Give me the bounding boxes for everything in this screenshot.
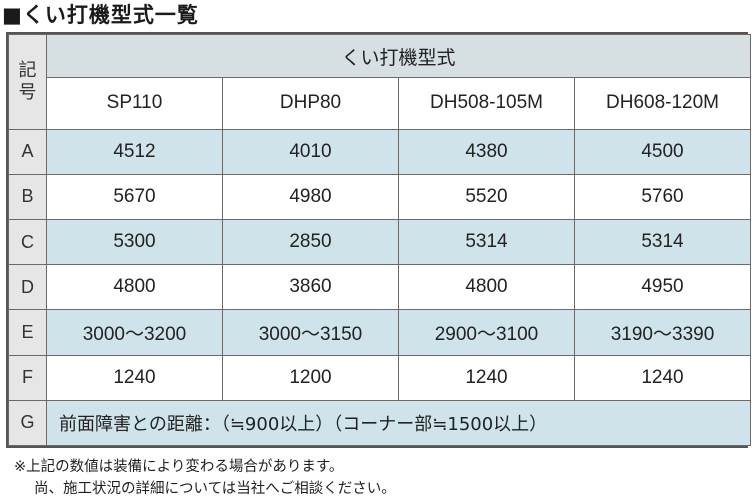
table-cell: 5520	[398, 173, 575, 220]
table-cell: 1240	[573, 354, 752, 401]
row-key: A	[8, 128, 47, 175]
table-cell: 3190～3390	[573, 309, 752, 356]
table-cell: 3860	[222, 264, 399, 311]
clearance-note: 前面障害との距離：（≒900以上）（コーナー部≒1500以上）	[45, 399, 752, 447]
table-cell: 4512	[46, 128, 223, 175]
table-cell: 4950	[573, 264, 752, 311]
model-header-dhp80: DHP80	[222, 77, 399, 130]
row-key: C	[8, 218, 47, 266]
spec-table: 記 号 くい打機型式 SP110 DHP80 DH508-105M DH608-…	[8, 33, 752, 447]
footnote-line: 尚、施工状況の詳細については当社へご相談ください。	[34, 481, 396, 497]
table-cell: 5314	[398, 218, 575, 266]
row-key: D	[8, 264, 47, 311]
table-row: A 4512 4010 4380 4500	[8, 128, 752, 175]
table-row: D 4800 3860 4800 4950	[8, 264, 752, 311]
table-cell: 4010	[222, 128, 399, 175]
table-cell: 2850	[222, 218, 399, 266]
table-cell: 4800	[398, 264, 575, 311]
model-header-sp110: SP110	[46, 77, 223, 130]
footnote-line: ※上記の数値は装備により変わる場合があります。	[14, 459, 344, 475]
table-row: B 5670 4980 5520 5760	[8, 173, 752, 220]
footnote: ※上記の数値は装備により変わる場合があります。 尚、施工状況の詳細については当社…	[14, 456, 748, 500]
table-cell: 4380	[398, 128, 575, 175]
table-cell: 2900～3100	[398, 309, 575, 356]
page-title: ■くい打機型式一覧	[2, 3, 199, 27]
table-cell: 4800	[46, 264, 223, 311]
table-row: G 前面障害との距離：（≒900以上）（コーナー部≒1500以上）	[8, 399, 752, 447]
model-group-header: くい打機型式	[45, 33, 752, 79]
table-cell: 5760	[573, 173, 752, 220]
table-row: C 5300 2850 5314 5314	[8, 218, 752, 266]
table-row: E 3000～3200 3000～3150 2900～3100 3190～339…	[8, 309, 752, 356]
table-cell: 5300	[46, 218, 223, 266]
row-key: F	[8, 354, 47, 401]
table-cell: 1200	[222, 354, 399, 401]
row-key: G	[8, 399, 47, 447]
key-header-char: 記	[18, 59, 37, 81]
row-key: B	[8, 173, 47, 220]
table-cell: 3000～3200	[46, 309, 223, 356]
table-row: F 1240 1200 1240 1240	[8, 354, 752, 401]
model-header-dh608: DH608-120M	[573, 77, 752, 130]
table-cell: 1240	[46, 354, 223, 401]
row-key: E	[8, 309, 47, 356]
table-cell: 4980	[222, 173, 399, 220]
pile-driver-table: 記 号 くい打機型式 SP110 DHP80 DH508-105M DH608-…	[6, 32, 752, 448]
model-header-dh508: DH508-105M	[398, 77, 575, 130]
table-cell: 1240	[398, 354, 575, 401]
table-cell: 5670	[46, 173, 223, 220]
key-header-char: 号	[18, 81, 37, 103]
key-column-header: 記 号	[8, 34, 47, 130]
table-cell: 4500	[573, 128, 752, 175]
table-cell: 5314	[573, 218, 752, 266]
table-cell: 3000～3150	[222, 309, 399, 356]
